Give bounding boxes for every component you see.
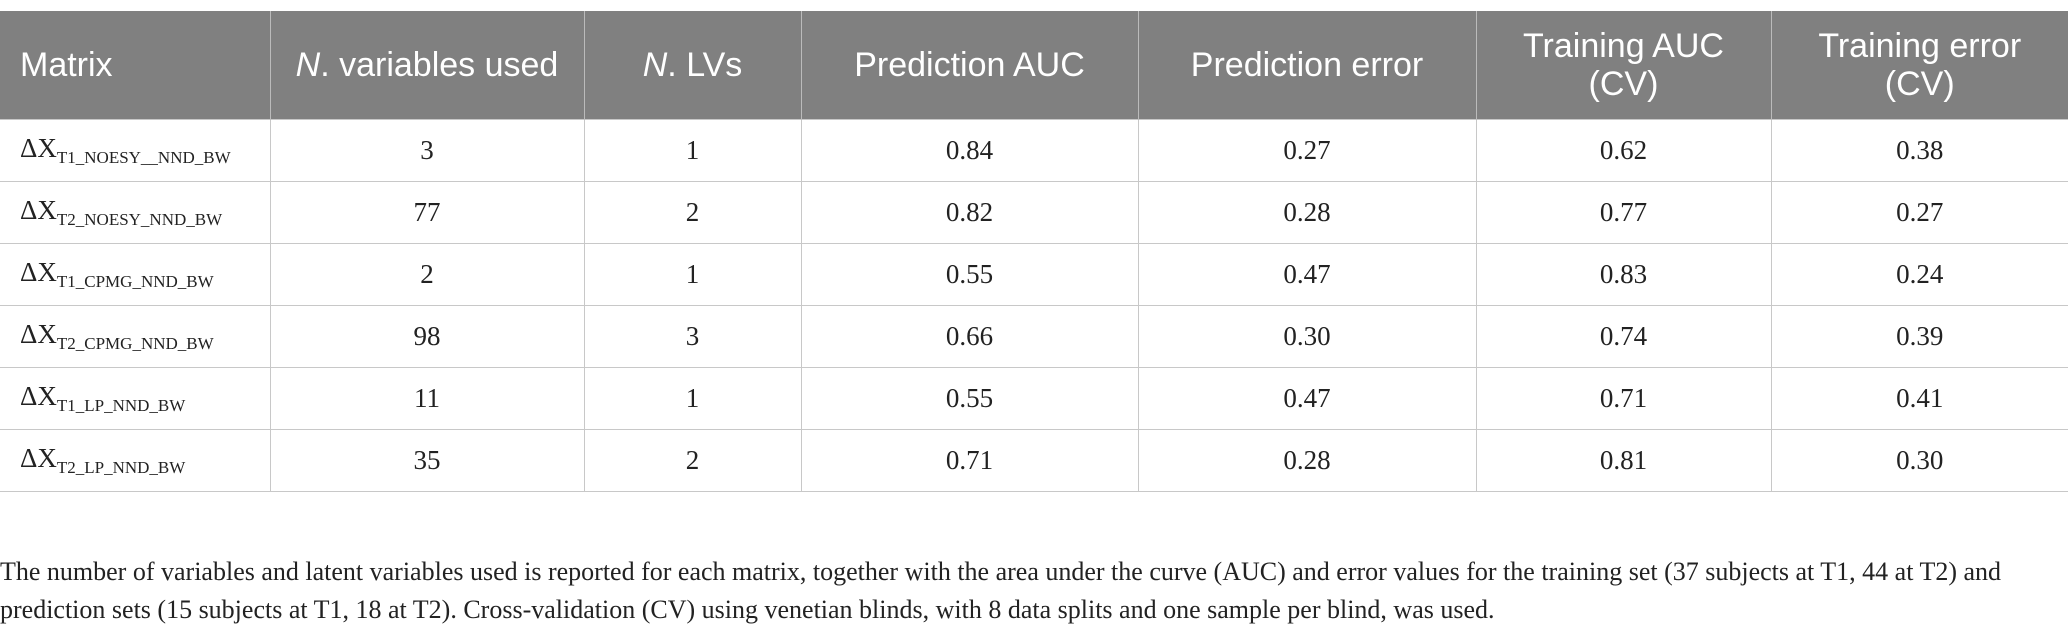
value-cell: 0.47: [1137, 367, 1477, 430]
column-header: N. variables used: [269, 11, 584, 120]
value-cell: 77: [269, 181, 585, 244]
table-body: ΔXT1_NOESY__NND_BW 3 1 0.84 0.27 0.62 0.38 ΔXT2…: [0, 119, 2068, 492]
value-cell: 1: [583, 367, 802, 430]
matrix-base: ΔX: [20, 257, 57, 287]
matrix-subscript: T1_NOESY__NND_BW: [56, 148, 231, 167]
value-cell: 1: [583, 243, 802, 306]
value-cell: 2: [583, 429, 802, 492]
value-cell: 2: [583, 181, 802, 244]
value-cell: 0.55: [800, 243, 1139, 306]
matrix-cell: ΔXT1_LP_NND_BW: [0, 367, 271, 430]
table-row: ΔXT2_NOESY_NND_BW 77 2 0.82 0.28 0.77 0.27: [0, 181, 2068, 244]
matrix-base: ΔX: [20, 133, 57, 163]
value-cell: 0.81: [1475, 429, 1772, 492]
value-cell: 3: [583, 305, 802, 368]
value-cell: 0.30: [1770, 429, 2068, 492]
matrix-cell: ΔXT1_CPMG_NND_BW: [0, 243, 271, 306]
value-cell: 11: [269, 367, 585, 430]
value-cell: 0.30: [1137, 305, 1477, 368]
matrix-subscript: T1_LP_NND_BW: [56, 396, 186, 415]
table-row: ΔXT1_LP_NND_BW 11 1 0.55 0.47 0.71 0.41: [0, 367, 2068, 430]
matrix-cell: ΔXT1_NOESY__NND_BW: [0, 119, 271, 182]
value-cell: 0.24: [1770, 243, 2068, 306]
matrix-base: ΔX: [20, 381, 57, 411]
value-cell: 0.27: [1770, 181, 2068, 244]
value-cell: 1: [583, 119, 802, 182]
value-cell: 0.27: [1137, 119, 1477, 182]
value-cell: 0.55: [800, 367, 1139, 430]
value-cell: 0.66: [800, 305, 1139, 368]
value-cell: 2: [269, 243, 585, 306]
column-header: Training error (CV): [1770, 11, 2068, 120]
matrix-cell: ΔXT2_NOESY_NND_BW: [0, 181, 271, 244]
header-italic: N: [642, 46, 668, 84]
value-cell: 0.28: [1137, 429, 1477, 492]
value-cell: 35: [269, 429, 585, 492]
results-table: Matrix N. variables used N. LVs Prediction …: [0, 11, 2068, 492]
column-header: N. LVs: [583, 11, 801, 120]
matrix-subscript: T1_CPMG_NND_BW: [56, 272, 214, 291]
matrix-subscript: T2_LP_NND_BW: [56, 458, 186, 477]
value-cell: 0.47: [1137, 243, 1477, 306]
value-cell: 0.62: [1475, 119, 1772, 182]
matrix-base: ΔX: [20, 319, 57, 349]
header-text: . LVs: [667, 46, 743, 84]
value-cell: 0.28: [1137, 181, 1477, 244]
value-cell: 0.71: [1475, 367, 1772, 430]
value-cell: 3: [269, 119, 585, 182]
header-row: Matrix N. variables used N. LVs Prediction …: [0, 11, 2068, 120]
header-text: Prediction AUC: [854, 46, 1085, 84]
value-cell: 0.38: [1770, 119, 2068, 182]
value-cell: 0.77: [1475, 181, 1772, 244]
footnote: The number of variables and latent varia…: [0, 557, 2002, 624]
header-text: . variables used: [320, 46, 559, 84]
matrix-subscript: T2_CPMG_NND_BW: [56, 334, 214, 353]
matrix-base: ΔX: [20, 195, 57, 225]
header-text: Training error (CV): [1818, 27, 2022, 103]
value-cell: 0.82: [800, 181, 1139, 244]
header-text: Prediction error: [1190, 46, 1424, 84]
column-header: Training AUC (CV): [1475, 11, 1771, 120]
column-header: Matrix: [0, 11, 270, 120]
table-row: ΔXT2_LP_NND_BW 35 2 0.71 0.28 0.81 0.30: [0, 429, 2068, 492]
header-italic: N: [295, 46, 321, 84]
value-cell: 0.41: [1770, 367, 2068, 430]
column-header: Prediction AUC: [800, 11, 1138, 120]
table-row: ΔXT1_CPMG_NND_BW 2 1 0.55 0.47 0.83 0.24: [0, 243, 2068, 306]
value-cell: 0.39: [1770, 305, 2068, 368]
header-text: Matrix: [20, 46, 113, 84]
value-cell: 0.84: [800, 119, 1139, 182]
value-cell: 0.74: [1475, 305, 1772, 368]
matrix-base: ΔX: [20, 443, 57, 473]
header-text: Training AUC (CV): [1523, 27, 1724, 103]
matrix-cell: ΔXT2_LP_NND_BW: [0, 429, 271, 492]
value-cell: 0.83: [1475, 243, 1772, 306]
column-header: Prediction error: [1137, 11, 1476, 120]
matrix-subscript: T2_NOESY_NND_BW: [56, 210, 223, 229]
table-row: ΔXT2_CPMG_NND_BW 98 3 0.66 0.30 0.74 0.39: [0, 305, 2068, 368]
matrix-cell: ΔXT2_CPMG_NND_BW: [0, 305, 271, 368]
value-cell: 0.71: [800, 429, 1139, 492]
value-cell: 98: [269, 305, 585, 368]
table-row: ΔXT1_NOESY__NND_BW 3 1 0.84 0.27 0.62 0.38: [0, 119, 2068, 182]
